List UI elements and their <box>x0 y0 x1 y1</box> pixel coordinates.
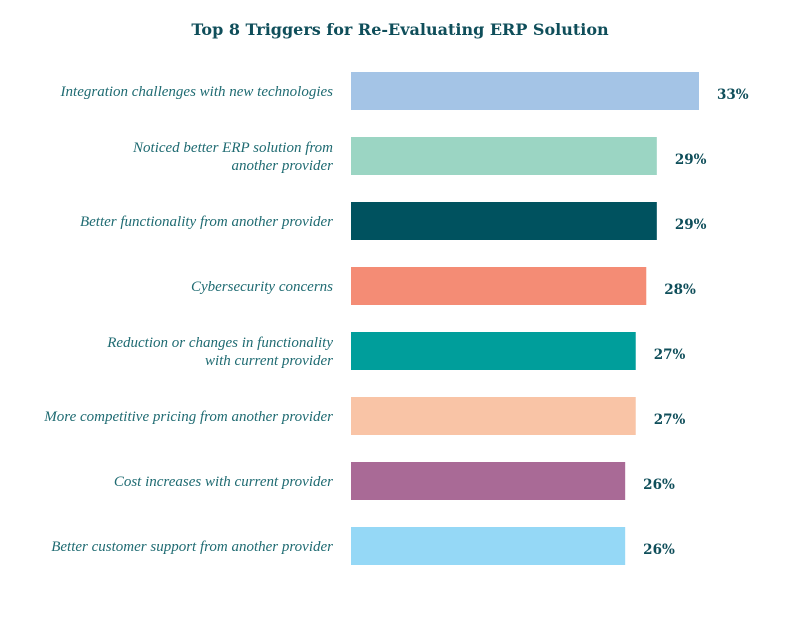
value-label-8: 26% <box>643 542 675 558</box>
bar-5 <box>351 332 636 370</box>
value-label-3: 29% <box>675 217 707 233</box>
bar-3 <box>351 202 657 240</box>
value-label-2: 29% <box>675 152 707 168</box>
category-label-1: Integration challenges with new technolo… <box>60 84 334 100</box>
bar-2 <box>351 137 657 175</box>
category-label-5: Reduction or changes in functionality wit… <box>106 335 333 369</box>
bar-4 <box>351 267 647 305</box>
value-label-6: 27% <box>654 412 686 428</box>
bar-6 <box>351 397 636 435</box>
chart-title: Top 8 Triggers for Re-Evaluating ERP Sol… <box>191 20 609 39</box>
bar-7 <box>351 462 626 500</box>
category-label-7: Cost increases with current provider <box>114 474 333 490</box>
category-label-6: More competitive pricing from another pr… <box>43 409 333 425</box>
bar-1 <box>351 72 699 110</box>
category-label-2: Noticed better ERP solution from another … <box>132 140 333 174</box>
category-label-3: Better functionality from another provid… <box>80 214 333 230</box>
category-label-4: Cybersecurity concerns <box>191 279 333 295</box>
value-label-7: 26% <box>643 477 675 493</box>
bar-8 <box>351 527 626 565</box>
value-label-1: 33% <box>717 87 749 103</box>
category-label-8: Better customer support from another pro… <box>51 539 333 555</box>
value-label-4: 28% <box>664 282 696 298</box>
value-label-5: 27% <box>654 347 686 363</box>
